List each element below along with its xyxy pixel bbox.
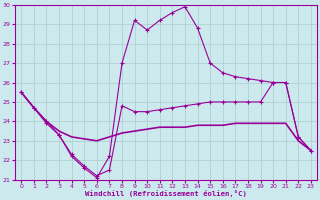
X-axis label: Windchill (Refroidissement éolien,°C): Windchill (Refroidissement éolien,°C) — [85, 190, 247, 197]
